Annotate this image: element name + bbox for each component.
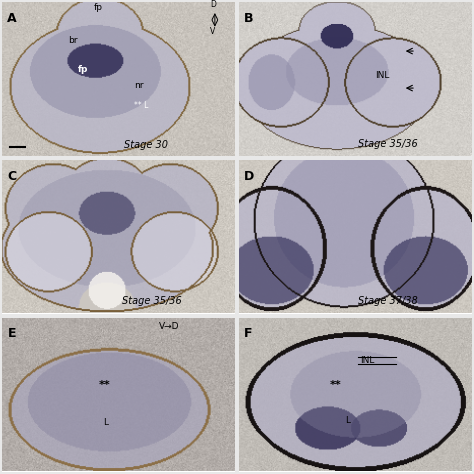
Text: D: D: [244, 170, 254, 183]
Text: INL: INL: [375, 72, 390, 80]
Text: C: C: [8, 170, 17, 183]
Text: br: br: [68, 36, 78, 46]
Text: V: V: [210, 27, 215, 36]
Text: ** L: ** L: [134, 100, 148, 109]
Text: nr: nr: [134, 81, 144, 90]
Text: **: **: [330, 380, 342, 390]
Text: A: A: [8, 12, 17, 25]
Text: Stage 30: Stage 30: [124, 140, 168, 150]
Text: INL: INL: [360, 356, 375, 365]
Text: V→D: V→D: [159, 322, 180, 331]
Text: D: D: [210, 0, 216, 9]
Text: Stage 37/38: Stage 37/38: [358, 296, 418, 306]
Text: L: L: [345, 416, 350, 425]
Text: Stage 35/36: Stage 35/36: [358, 138, 418, 148]
Text: fp: fp: [78, 65, 89, 74]
Text: B: B: [244, 12, 254, 25]
Text: fp: fp: [93, 3, 102, 12]
Text: E: E: [8, 328, 16, 340]
Text: L: L: [103, 418, 109, 427]
Text: Stage 35/36: Stage 35/36: [122, 296, 182, 306]
Text: **: **: [99, 380, 110, 390]
Text: F: F: [244, 328, 253, 340]
